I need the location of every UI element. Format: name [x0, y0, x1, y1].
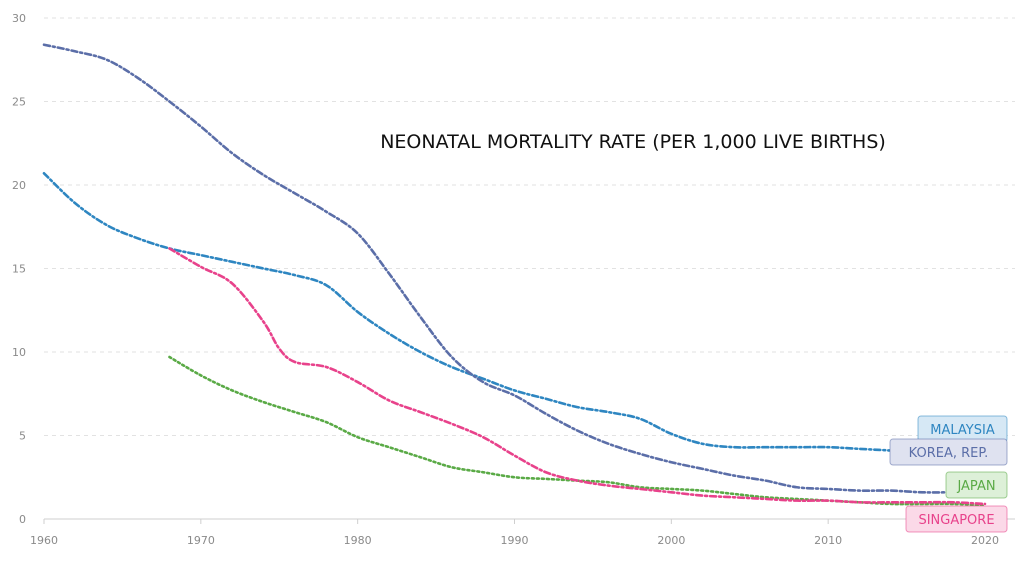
x-tick-label-1960: 1960	[30, 534, 58, 547]
y-tick-label-0: 0	[19, 513, 26, 526]
chart-title: NEONATAL MORTALITY RATE (PER 1,000 LIVE …	[380, 131, 886, 153]
end-label-box-korea-rep	[889, 438, 1008, 466]
series-line-korea-rep	[42, 43, 955, 494]
x-tick-label-1990: 1990	[501, 534, 529, 547]
end-label-singapore: SINGAPORE	[918, 513, 994, 528]
series-lines	[42, 43, 987, 507]
end-labels: MALAYSIA KOREA, REP. JAPAN SINGAPORE	[889, 415, 1008, 533]
y-axis-ticks: 0 5 10 15 20 25 30	[12, 12, 26, 526]
gridlines	[44, 17, 1015, 436]
end-label-malaysia: MALAYSIA	[930, 423, 995, 438]
end-label-korea-rep: KOREA, REP.	[909, 446, 989, 461]
end-label-japan: JAPAN	[956, 479, 995, 494]
x-tick-label-1980: 1980	[344, 534, 372, 547]
y-tick-label-20: 20	[12, 179, 26, 192]
series-line-singapore	[168, 247, 987, 506]
y-tick-label-25: 25	[12, 96, 26, 109]
x-tick-label-2000: 2000	[657, 534, 685, 547]
y-tick-label-10: 10	[12, 346, 26, 359]
y-tick-label-5: 5	[19, 430, 26, 443]
y-tick-label-30: 30	[12, 12, 26, 25]
series-line-malaysia	[42, 172, 893, 452]
end-label-box-singapore	[905, 505, 1008, 533]
end-label-box-japan	[945, 471, 1008, 499]
x-tick-label-1970: 1970	[187, 534, 215, 547]
x-axis-ticks: 1960 1970 1980 1990 2000 2010 2020	[30, 519, 999, 547]
x-tick-label-2010: 2010	[814, 534, 842, 547]
x-tick-label-2020: 2020	[971, 534, 999, 547]
y-tick-label-15: 15	[12, 263, 26, 276]
